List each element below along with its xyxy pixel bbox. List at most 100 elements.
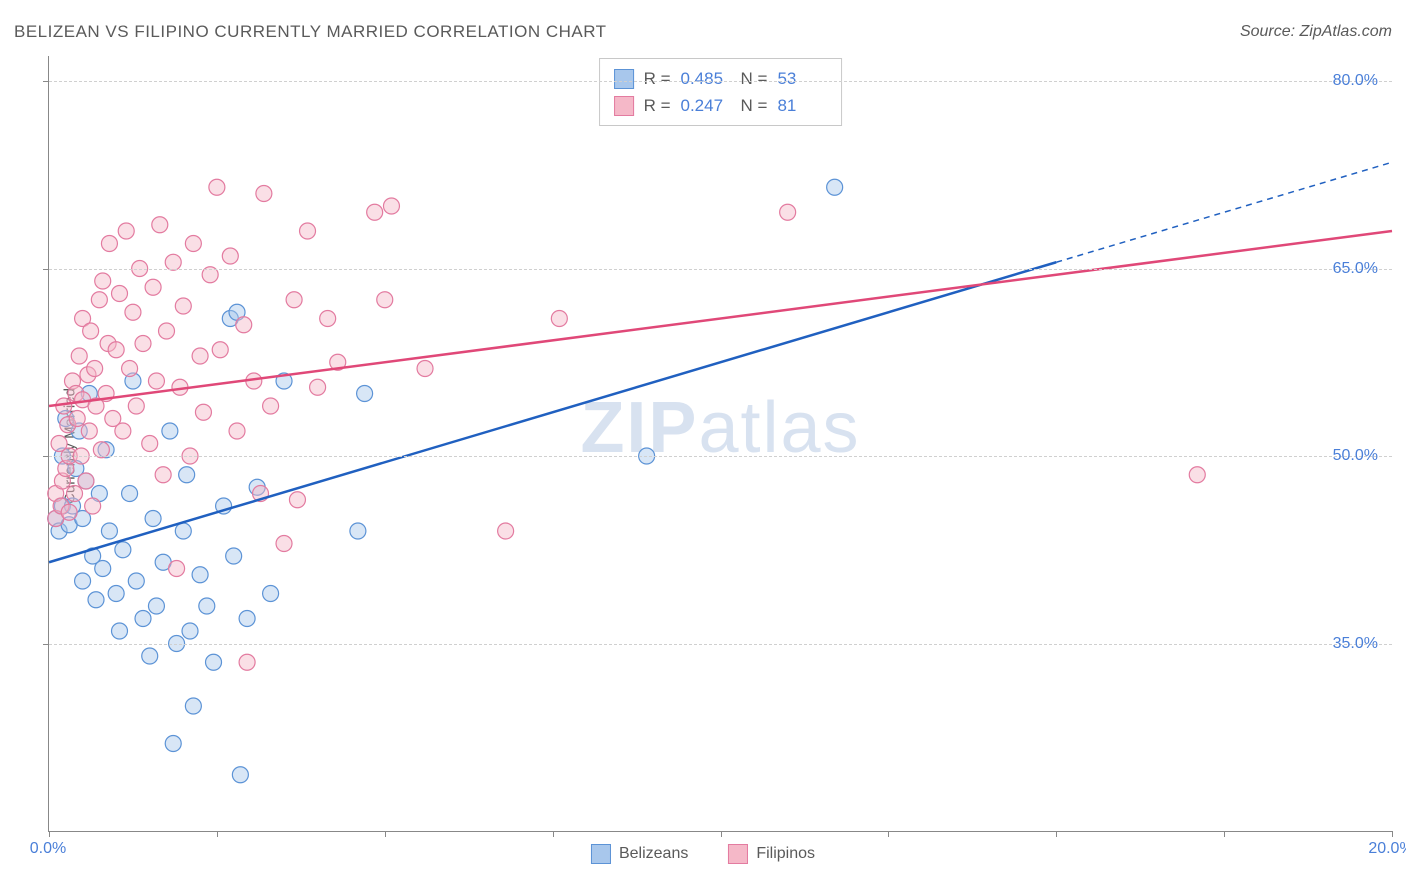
trend-line [49, 231, 1392, 406]
plot-svg [49, 56, 1392, 831]
data-point [148, 598, 164, 614]
data-point [286, 292, 302, 308]
data-point [112, 286, 128, 302]
stats-row: R =0.485N =53 [614, 65, 828, 92]
y-tick [43, 81, 49, 82]
stat-n-label: N = [741, 65, 768, 92]
data-point [199, 598, 215, 614]
data-point [128, 573, 144, 589]
data-point [148, 373, 164, 389]
data-point [142, 648, 158, 664]
stat-r-value: 0.485 [681, 65, 731, 92]
data-point [122, 361, 138, 377]
data-point [551, 311, 567, 327]
data-point [122, 486, 138, 502]
data-point [108, 342, 124, 358]
series-swatch [614, 96, 634, 116]
x-tick [553, 831, 554, 837]
data-point [498, 523, 514, 539]
plot-area: ZIPatlas R =0.485N =53R =0.247N =81 35.0… [48, 56, 1392, 832]
data-point [95, 561, 111, 577]
stat-r-label: R = [644, 92, 671, 119]
data-point [69, 411, 85, 427]
y-tick [43, 644, 49, 645]
data-point [192, 567, 208, 583]
x-tick-label: 20.0% [1368, 840, 1406, 858]
x-tick [1056, 831, 1057, 837]
data-point [212, 342, 228, 358]
data-point [827, 179, 843, 195]
data-point [239, 654, 255, 670]
data-point [226, 548, 242, 564]
data-point [83, 323, 99, 339]
stats-row: R =0.247N =81 [614, 92, 828, 119]
data-point [165, 736, 181, 752]
data-point [239, 611, 255, 627]
data-point [81, 423, 97, 439]
data-point [310, 379, 326, 395]
data-point [206, 654, 222, 670]
data-point [67, 486, 83, 502]
data-point [145, 511, 161, 527]
x-tick [49, 831, 50, 837]
y-tick-label: 50.0% [1333, 447, 1378, 465]
chart-container: BELIZEAN VS FILIPINO CURRENTLY MARRIED C… [0, 0, 1406, 892]
data-point [115, 423, 131, 439]
legend-item: Filipinos [728, 844, 815, 864]
legend-label: Belizeans [619, 845, 688, 863]
legend-label: Filipinos [756, 845, 815, 863]
data-point [780, 204, 796, 220]
data-point [152, 217, 168, 233]
bottom-legend: Belizeans Filipinos [591, 844, 815, 864]
legend-swatch [591, 844, 611, 864]
data-point [61, 504, 77, 520]
chart-header: BELIZEAN VS FILIPINO CURRENTLY MARRIED C… [14, 22, 1392, 42]
y-tick [43, 456, 49, 457]
data-point [162, 423, 178, 439]
data-point [276, 536, 292, 552]
data-point [175, 298, 191, 314]
data-point [350, 523, 366, 539]
data-point [263, 398, 279, 414]
data-point [71, 348, 87, 364]
stat-n-value: 81 [777, 92, 827, 119]
gridline [49, 81, 1392, 82]
data-point [367, 204, 383, 220]
x-tick-label: 0.0% [30, 840, 66, 858]
chart-title: BELIZEAN VS FILIPINO CURRENTLY MARRIED C… [14, 22, 607, 42]
stat-n-value: 53 [777, 65, 827, 92]
data-point [112, 623, 128, 639]
x-tick [721, 831, 722, 837]
data-point [357, 386, 373, 402]
data-point [135, 336, 151, 352]
stats-legend: R = 0.485 N = 53R =0.247N =81 [599, 58, 843, 126]
trend-line-extended [1056, 162, 1392, 262]
data-point [159, 323, 175, 339]
data-point [179, 467, 195, 483]
data-point [88, 592, 104, 608]
data-point [95, 273, 111, 289]
x-tick [385, 831, 386, 837]
y-tick [43, 269, 49, 270]
data-point [118, 223, 134, 239]
y-tick-label: 80.0% [1333, 72, 1378, 90]
data-point [169, 561, 185, 577]
data-point [185, 236, 201, 252]
data-point [78, 473, 94, 489]
legend-item: Belizeans [591, 844, 688, 864]
data-point [1189, 467, 1205, 483]
data-point [377, 292, 393, 308]
data-point [222, 248, 238, 264]
data-point [128, 398, 144, 414]
gridline [49, 644, 1392, 645]
data-point [195, 404, 211, 420]
data-point [108, 586, 124, 602]
data-point [142, 436, 158, 452]
data-point [263, 586, 279, 602]
data-point [417, 361, 433, 377]
data-point [85, 498, 101, 514]
x-tick [1392, 831, 1393, 837]
data-point [383, 198, 399, 214]
data-point [87, 361, 103, 377]
data-point [91, 292, 107, 308]
